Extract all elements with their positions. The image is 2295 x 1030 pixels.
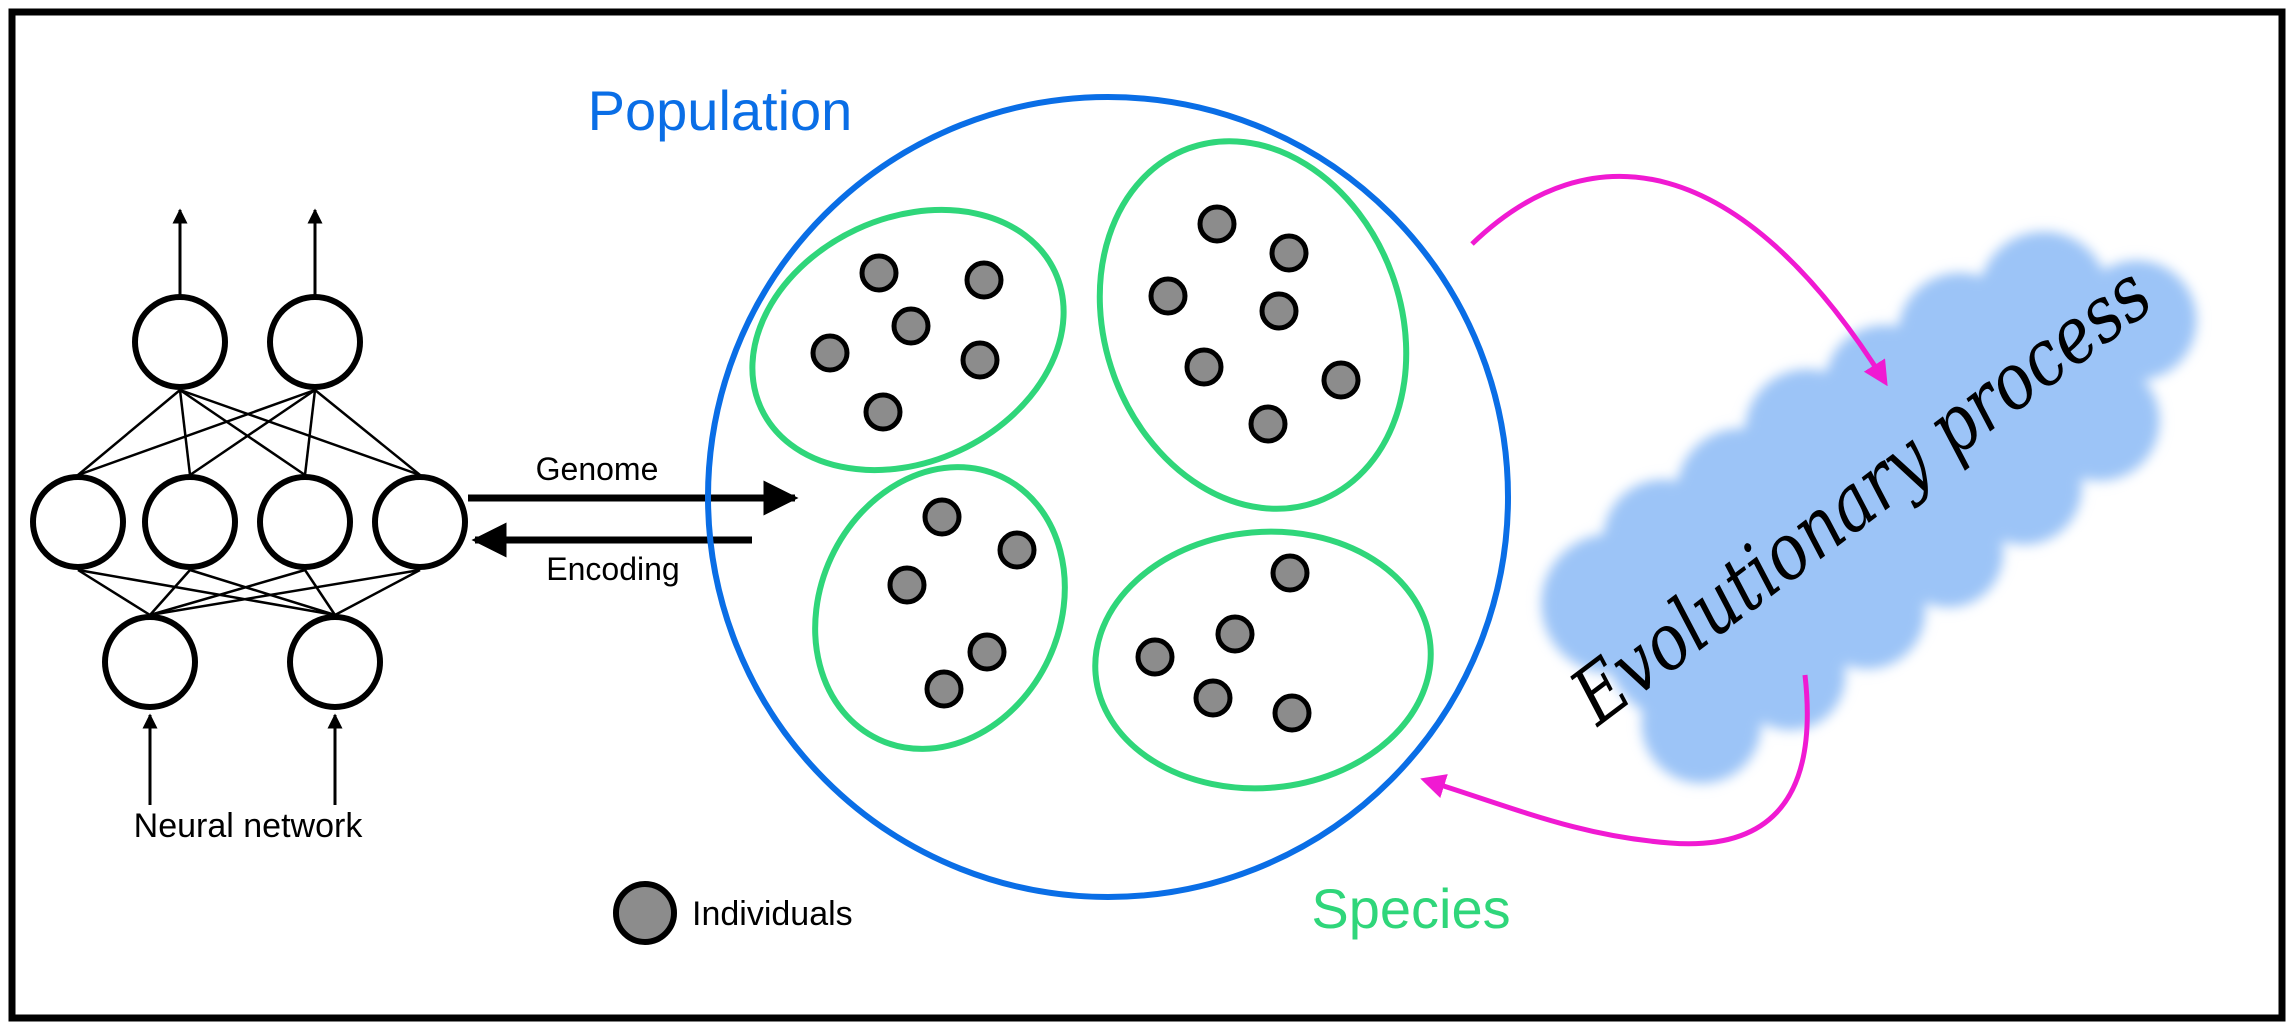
species-ellipse: [749, 206, 1067, 474]
individual: [960, 340, 1000, 380]
process-arrow-out: [1420, 674, 1810, 847]
hidden-node: [142, 474, 238, 570]
individual: [1184, 347, 1224, 387]
hidden-node: [372, 474, 468, 570]
individual: [964, 260, 1004, 300]
individual: [1148, 276, 1188, 316]
individual: [1215, 614, 1255, 654]
individual: [1272, 693, 1312, 733]
nn-connections: [77, 388, 421, 617]
species-group: [749, 138, 1434, 792]
individual: [810, 333, 850, 373]
individual: [922, 497, 962, 537]
hidden-node: [30, 474, 126, 570]
hidden-node: [257, 474, 353, 570]
species-ellipse: [812, 464, 1068, 752]
process-cloud: [1541, 231, 2197, 784]
population: Population: [588, 79, 1511, 940]
genome-encoding-arrows: Genome Encoding: [468, 451, 799, 587]
individual: [859, 253, 899, 293]
neural-network: Neural network: [30, 208, 468, 845]
individual: [1270, 553, 1310, 593]
individual: [1248, 404, 1288, 444]
individual: [887, 565, 927, 605]
process-arrow-in: [1470, 174, 1888, 387]
neural-network-label: Neural network: [134, 807, 364, 845]
individual: [1197, 204, 1237, 244]
individuals-group: [810, 204, 1361, 733]
population-label: Population: [588, 79, 853, 142]
individual: [1321, 360, 1361, 400]
species-label: Species: [1311, 877, 1510, 940]
output-node: [267, 294, 363, 390]
individual: [997, 530, 1037, 570]
population-circle: [705, 94, 1511, 900]
individuals-legend: Individuals: [613, 881, 853, 945]
input-node: [287, 614, 383, 710]
individual: [1269, 233, 1309, 273]
individual: [1135, 637, 1175, 677]
species-ellipse: [1096, 138, 1410, 512]
individual: [863, 392, 903, 432]
individual: [891, 306, 931, 346]
legend-individual-marker: [613, 881, 677, 945]
individual: [924, 669, 964, 709]
individual: [1259, 291, 1299, 331]
output-node: [132, 294, 228, 390]
nn-nodes: [30, 294, 468, 710]
genome-label: Genome: [536, 451, 659, 487]
input-node: [102, 614, 198, 710]
species-ellipse: [1092, 528, 1434, 792]
individual: [967, 632, 1007, 672]
individual: [1193, 678, 1233, 718]
individuals-legend-label: Individuals: [692, 895, 853, 933]
encoding-label: Encoding: [546, 551, 679, 587]
